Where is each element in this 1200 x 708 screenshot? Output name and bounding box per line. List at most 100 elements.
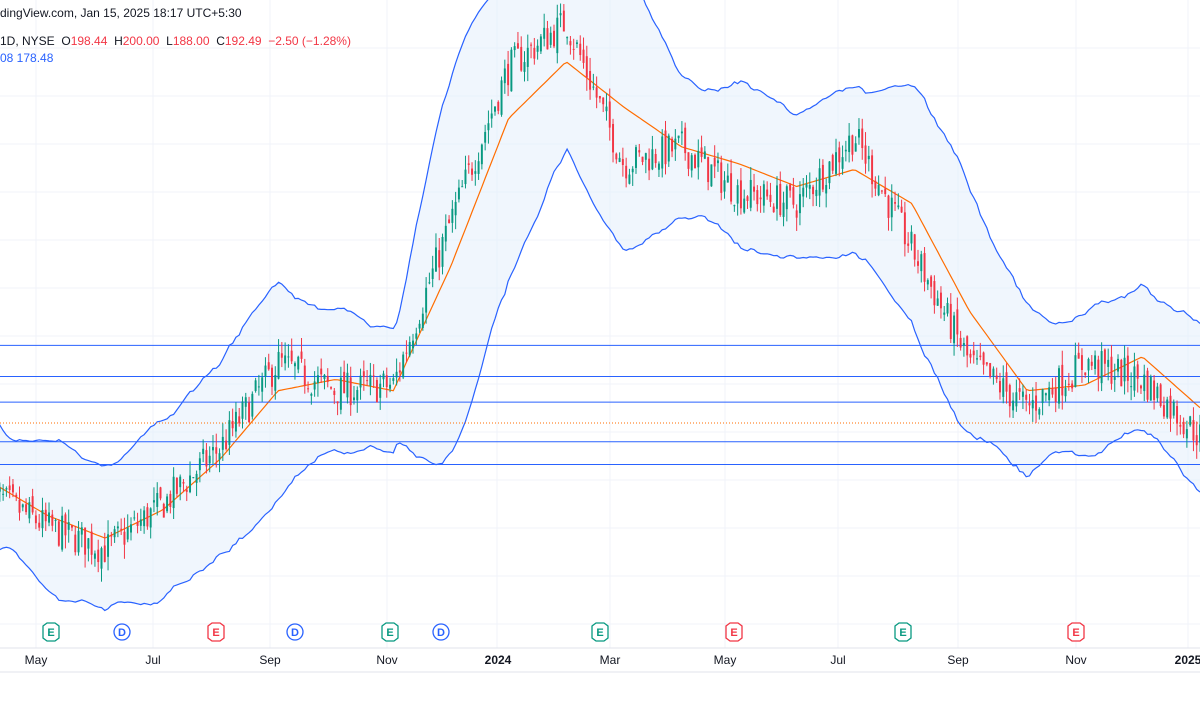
candle-body [507, 63, 510, 86]
candle-body [1025, 394, 1028, 400]
candle-body [169, 493, 172, 507]
dividend-marker-icon [286, 623, 304, 641]
candle-body [589, 71, 592, 90]
candle-body [103, 545, 106, 562]
candle-body [274, 374, 277, 391]
candle-body [41, 509, 44, 529]
symbol-interval: 1D, NYSE [0, 34, 55, 48]
candle-body [405, 352, 408, 354]
candle-body [1087, 358, 1090, 371]
bollinger-upper-line [0, 0, 1200, 467]
candle-body [651, 149, 654, 170]
candle-body [389, 384, 392, 389]
candle-body [959, 337, 962, 348]
candle-body [985, 362, 988, 365]
candle-body [726, 175, 729, 183]
bollinger-legend-values: 08 178.48 [0, 51, 54, 65]
candle-body [867, 155, 870, 160]
candle-body [877, 184, 880, 196]
candle-body [67, 522, 70, 530]
candle-body [1031, 400, 1034, 409]
candle-body [500, 80, 503, 115]
x-axis-tick-label: 2024 [485, 653, 512, 667]
candle-body [612, 123, 615, 153]
candle-body [15, 494, 18, 497]
candle-body [1058, 368, 1060, 404]
candle-body [228, 420, 231, 445]
candle-body [556, 17, 559, 54]
candle-body [379, 383, 382, 398]
candle-body [51, 514, 54, 526]
candle-body [356, 389, 359, 401]
candle-body [1123, 357, 1126, 382]
candle-body [1179, 424, 1182, 427]
candle-body [543, 27, 546, 39]
earnings-marker-icon [381, 622, 399, 642]
candle-body [733, 205, 736, 207]
candle-body [710, 164, 713, 187]
candle-body [421, 313, 424, 328]
candle-body [1192, 420, 1195, 441]
candle-body [976, 358, 979, 360]
candle-body [1117, 358, 1120, 372]
candle-body [490, 113, 493, 119]
candle-body [694, 154, 696, 169]
candle-body [362, 371, 365, 378]
candle-body [566, 37, 569, 39]
candle-body [395, 371, 398, 378]
candle-body [880, 190, 883, 192]
candle-body [1097, 359, 1100, 378]
candle-body [953, 315, 956, 344]
candle-body [1051, 388, 1054, 395]
candle-body [166, 496, 169, 512]
candle-body [84, 527, 87, 555]
candle-body [93, 553, 96, 559]
candle-body [320, 368, 323, 375]
candle-body [598, 96, 601, 99]
candle-body [1054, 387, 1057, 403]
candle-body [80, 527, 83, 535]
event-marker-letter: E [47, 627, 54, 639]
candle-body [559, 13, 562, 16]
candle-body [661, 136, 664, 169]
candle-body [1028, 403, 1031, 406]
event-marker-letter: E [596, 627, 603, 639]
candle-body [648, 158, 651, 171]
candle-body [805, 184, 808, 188]
candle-body [533, 47, 536, 59]
earnings-marker-icon [1067, 622, 1085, 642]
candle-body [231, 420, 234, 429]
candle-body [785, 186, 788, 210]
earnings-marker-icon [42, 622, 60, 642]
candle-body [208, 455, 211, 464]
candle-body [625, 165, 628, 179]
candle-body [972, 350, 975, 356]
candle-body [300, 351, 303, 359]
candle-body [487, 123, 490, 131]
candle-body [303, 365, 306, 386]
candle-body [680, 131, 683, 134]
candle-body [467, 163, 470, 165]
candle-body [434, 247, 437, 272]
candle-body [323, 374, 326, 380]
candle-body [97, 549, 100, 563]
candle-body [271, 367, 273, 387]
change-value: −2.50 (−1.28%) [268, 34, 351, 48]
candle-body [189, 475, 192, 493]
candle-body [1156, 386, 1159, 399]
candle-body [1136, 364, 1139, 379]
candle-body [1172, 401, 1175, 416]
candle-body [516, 43, 519, 49]
candle-body [54, 519, 57, 521]
candle-body [1113, 377, 1116, 380]
candle-body [943, 312, 946, 315]
candle-body [766, 189, 769, 197]
candle-body [595, 87, 598, 98]
candle-body [798, 194, 801, 214]
candle-body [25, 504, 28, 513]
candle-body [267, 362, 270, 370]
candle-body [1018, 388, 1021, 392]
candle-body [526, 47, 529, 67]
candle-body [979, 355, 982, 358]
